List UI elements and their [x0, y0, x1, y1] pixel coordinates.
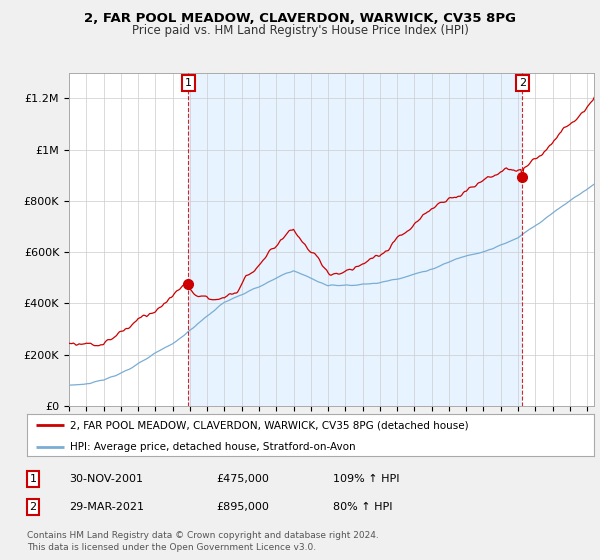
- Text: 2, FAR POOL MEADOW, CLAVERDON, WARWICK, CV35 8PG: 2, FAR POOL MEADOW, CLAVERDON, WARWICK, …: [84, 12, 516, 25]
- Text: 1: 1: [185, 78, 192, 88]
- Text: Price paid vs. HM Land Registry's House Price Index (HPI): Price paid vs. HM Land Registry's House …: [131, 24, 469, 37]
- Text: 2, FAR POOL MEADOW, CLAVERDON, WARWICK, CV35 8PG (detached house): 2, FAR POOL MEADOW, CLAVERDON, WARWICK, …: [70, 421, 468, 430]
- Text: £895,000: £895,000: [216, 502, 269, 512]
- Text: 80% ↑ HPI: 80% ↑ HPI: [333, 502, 392, 512]
- Text: 2: 2: [519, 78, 526, 88]
- Text: 1: 1: [29, 474, 37, 484]
- Text: 2: 2: [29, 502, 37, 512]
- Text: HPI: Average price, detached house, Stratford-on-Avon: HPI: Average price, detached house, Stra…: [70, 442, 355, 452]
- Bar: [188, 73, 523, 406]
- Text: £475,000: £475,000: [216, 474, 269, 484]
- Text: 109% ↑ HPI: 109% ↑ HPI: [333, 474, 400, 484]
- Text: 30-NOV-2001: 30-NOV-2001: [69, 474, 143, 484]
- Text: 29-MAR-2021: 29-MAR-2021: [69, 502, 144, 512]
- Text: Contains HM Land Registry data © Crown copyright and database right 2024.
This d: Contains HM Land Registry data © Crown c…: [27, 531, 379, 552]
